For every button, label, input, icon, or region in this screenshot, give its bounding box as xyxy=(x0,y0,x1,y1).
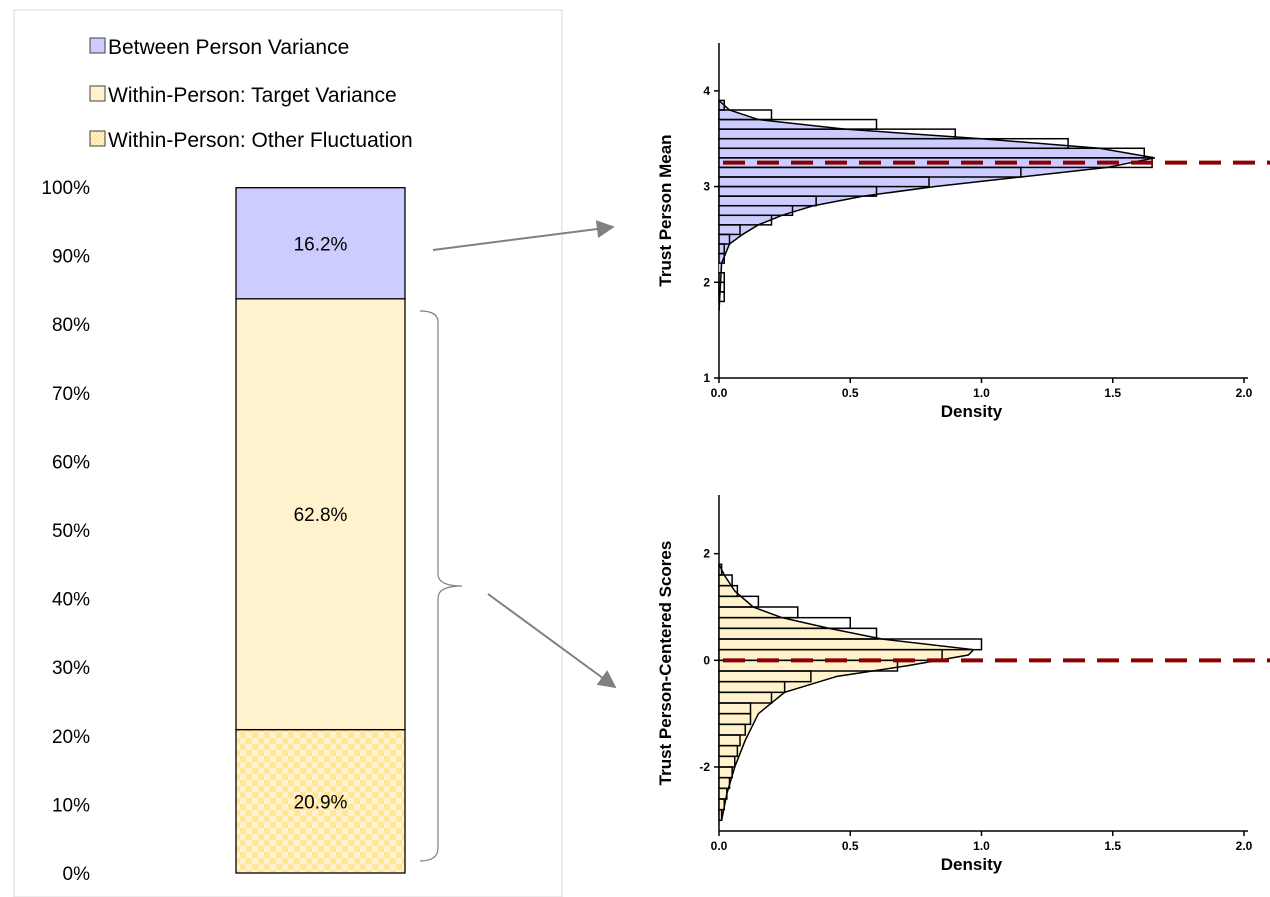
stacked-bar-segment xyxy=(235,187,406,300)
histogram-trust-person-centered: 0.0 0.5 1.0 1.5 2.0 -2 0 2 Density Trust Person-C… xyxy=(656,495,1270,874)
hist-bin xyxy=(718,118,878,130)
stacked-bar-segment-label: 62.8% xyxy=(294,505,348,526)
hist-x-tick-label: 2.0 xyxy=(1236,386,1253,400)
hist-x-tick-label: 1.0 xyxy=(973,386,990,400)
stacked-y-tick-label: 10% xyxy=(52,795,90,816)
stacked-y-tick-label: 90% xyxy=(52,247,90,268)
hist-density-curve xyxy=(718,99,1155,312)
stacked-y-tick-label: 30% xyxy=(52,658,90,679)
legend: Between Person Variance Within-Person: T… xyxy=(89,36,413,152)
hist-x-tick-label: 0.5 xyxy=(842,839,859,853)
hist-x-axis-title: Density xyxy=(941,402,1003,421)
stacked-y-axis: 0% 10% 20% 30% 40% 50% 60% 70% 80% 90% 100% xyxy=(41,178,90,885)
stacked-y-tick-label: 20% xyxy=(52,727,90,748)
left-panel-frame xyxy=(13,9,563,897)
legend-label-other: Within-Person: Other Fluctuation xyxy=(108,129,413,152)
legend-swatch-target xyxy=(89,85,106,102)
stacked-bar-segment xyxy=(235,728,406,874)
stacked-y-tick-label: 50% xyxy=(52,521,90,542)
hist-x-tick-label: 2.0 xyxy=(1236,839,1253,853)
legend-swatch-other xyxy=(89,130,106,147)
stacked-y-tick-label: 100% xyxy=(41,178,90,199)
stacked-bar-segment xyxy=(235,298,406,731)
stacked-bar: 20.9% 62.8% 16.2% xyxy=(235,187,406,874)
arrow-between-to-mean xyxy=(432,220,615,251)
stacked-y-tick-label: 80% xyxy=(52,315,90,336)
hist-bin xyxy=(718,574,733,587)
stacked-bar-segment-label: 20.9% xyxy=(294,792,348,813)
stacked-y-tick-label: 0% xyxy=(63,864,91,885)
hist-y-tick-label: -2 xyxy=(699,760,710,774)
hist-x-tick-label: 1.5 xyxy=(1104,839,1121,853)
stacked-y-tick-label: 40% xyxy=(52,590,90,611)
hist-y-tick-label: 1 xyxy=(703,371,710,385)
hist-bin xyxy=(718,109,773,121)
hist-y-tick-label: 2 xyxy=(703,275,710,289)
hist-density-curve xyxy=(718,564,976,821)
hist-y-axis-title: Trust Person Mean xyxy=(656,134,675,286)
histogram-trust-person-mean: 0.0 0.5 1.0 1.5 2.0 1 2 3 4 Density Trust Person M… xyxy=(656,43,1270,421)
stacked-bar-segment-label: 16.2% xyxy=(294,234,348,255)
hist-y-tick-label: 0 xyxy=(703,653,710,667)
hist-y-tick-label: 4 xyxy=(703,84,710,98)
hist-y-tick-label: 3 xyxy=(703,180,710,194)
hist-x-tick-label: 1.5 xyxy=(1104,386,1121,400)
hist-x-tick-label: 0.0 xyxy=(711,839,728,853)
hist-density-fill xyxy=(719,100,1155,311)
stacked-y-tick-label: 60% xyxy=(52,452,90,473)
legend-label-target: Within-Person: Target Variance xyxy=(108,84,397,107)
hist-y-axis-title: Trust Person-Centered Scores xyxy=(656,541,675,786)
legend-swatch-between xyxy=(89,37,106,54)
arrow-within-to-centered xyxy=(487,593,617,689)
hist-x-tick-label: 1.0 xyxy=(973,839,990,853)
hist-y-tick-label: 2 xyxy=(703,547,710,561)
legend-label-between: Between Person Variance xyxy=(108,36,349,59)
hist-x-tick-label: 0.5 xyxy=(842,386,859,400)
hist-x-tick-label: 0.0 xyxy=(711,386,728,400)
stacked-y-tick-label: 70% xyxy=(52,384,90,405)
bracket xyxy=(419,310,463,862)
hist-x-axis-title: Density xyxy=(941,855,1003,874)
hist-bin xyxy=(718,595,760,608)
